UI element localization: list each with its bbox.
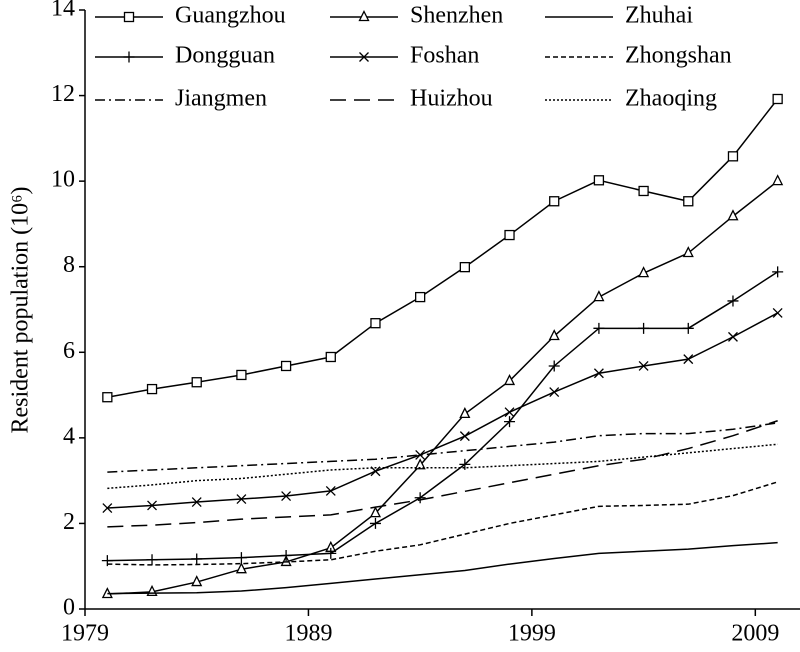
data-point xyxy=(191,497,202,507)
data-point xyxy=(728,331,738,342)
data-point xyxy=(548,329,560,341)
data-point xyxy=(146,554,158,566)
series-line xyxy=(107,443,778,490)
data-point xyxy=(102,392,113,403)
legend-label: Zhaoqing xyxy=(625,86,717,112)
x-tick-label: 2009 xyxy=(731,621,779,647)
x-tick-label: 1989 xyxy=(284,621,332,647)
data-point xyxy=(504,407,515,418)
data-point xyxy=(236,494,247,505)
x-tick-label: 1999 xyxy=(508,621,556,647)
data-point xyxy=(772,174,784,186)
legend-label: Dongguan xyxy=(175,43,275,69)
series-line xyxy=(107,422,778,473)
data-point xyxy=(280,550,292,562)
data-point xyxy=(504,416,516,428)
data-point xyxy=(325,485,336,496)
data-point xyxy=(369,517,381,529)
y-tick-label: 0 xyxy=(63,595,75,621)
data-point xyxy=(325,351,336,363)
legend-label: Foshan xyxy=(410,43,479,69)
legend-marker xyxy=(123,11,135,23)
series-line xyxy=(107,420,778,528)
data-point xyxy=(638,322,650,334)
series-line xyxy=(107,541,778,595)
data-point xyxy=(504,229,515,241)
data-point xyxy=(593,290,605,302)
legend-marker xyxy=(359,52,369,62)
data-point xyxy=(147,500,157,511)
data-point xyxy=(593,368,604,379)
data-point xyxy=(638,361,649,371)
data-point xyxy=(549,387,560,398)
data-point xyxy=(772,93,783,105)
data-point xyxy=(236,369,247,381)
data-point xyxy=(548,360,560,372)
data-point xyxy=(683,354,694,365)
series-line xyxy=(107,98,779,398)
y-tick-label: 2 xyxy=(63,509,75,535)
data-point xyxy=(727,151,739,162)
legend-label: Guangzhou xyxy=(175,3,286,29)
data-point xyxy=(593,322,605,334)
data-point xyxy=(235,562,247,574)
data-point xyxy=(459,458,471,470)
data-point xyxy=(191,553,203,565)
data-point xyxy=(727,209,739,221)
data-point xyxy=(370,318,381,329)
y-axis-label: Resident population (10⁶) xyxy=(8,187,34,434)
y-tick-label: 10 xyxy=(51,167,75,193)
data-point xyxy=(459,406,471,419)
data-point xyxy=(415,291,426,303)
series-line xyxy=(107,481,778,566)
y-tick-label: 8 xyxy=(63,252,75,278)
data-point xyxy=(325,547,337,559)
data-point xyxy=(459,261,470,273)
data-point xyxy=(102,503,113,513)
data-point xyxy=(549,196,560,207)
legend-label: Shenzhen xyxy=(410,3,503,29)
y-tick-label: 6 xyxy=(63,338,75,364)
data-point xyxy=(727,295,739,307)
data-point xyxy=(683,196,694,207)
data-point xyxy=(593,175,605,186)
x-tick-label: 1979 xyxy=(61,621,109,647)
data-point xyxy=(280,360,292,372)
data-point xyxy=(235,552,247,564)
legend-label: Zhongshan xyxy=(625,43,732,69)
legend-marker xyxy=(123,51,135,63)
data-point xyxy=(369,506,382,518)
legend-label: Jiangmen xyxy=(175,86,267,112)
series-line xyxy=(107,180,779,595)
data-point xyxy=(772,266,784,278)
legend-label: Huizhou xyxy=(410,86,493,112)
legend-label: Zhuhai xyxy=(625,3,693,29)
data-point xyxy=(414,458,426,470)
series-line xyxy=(107,271,779,562)
data-point xyxy=(281,491,292,502)
y-tick-label: 4 xyxy=(63,423,75,449)
y-tick-label: 12 xyxy=(51,81,75,107)
data-point xyxy=(146,383,158,395)
series-line xyxy=(107,312,779,509)
data-point xyxy=(191,377,202,388)
data-point xyxy=(638,185,649,197)
data-point xyxy=(459,431,470,442)
data-point xyxy=(772,307,783,318)
legend-marker xyxy=(358,10,370,22)
data-point xyxy=(414,492,426,504)
data-point xyxy=(415,450,426,460)
data-point xyxy=(503,373,516,386)
data-point xyxy=(682,246,694,258)
data-point xyxy=(638,266,650,278)
data-point xyxy=(682,322,694,334)
data-point xyxy=(191,575,203,587)
y-tick-label: 14 xyxy=(51,0,75,22)
